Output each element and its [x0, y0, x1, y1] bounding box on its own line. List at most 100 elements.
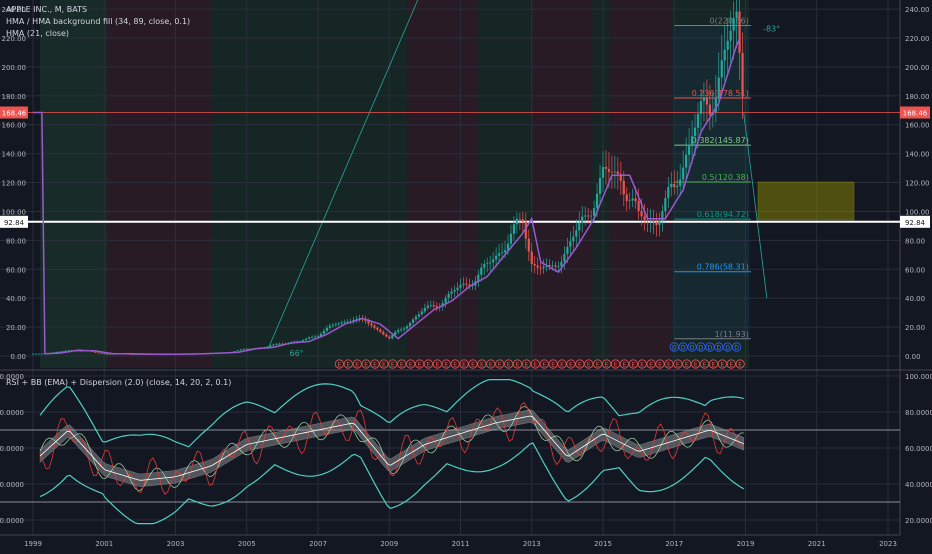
price-tick-label-left: 160.00 [2, 122, 27, 130]
candle-body [652, 220, 655, 223]
time-tick-label: 2001 [95, 540, 113, 548]
earnings-marker-label: E [418, 362, 422, 369]
price-tick-label-left: 220.00 [2, 35, 27, 43]
symbol-legend[interactable]: APPLE INC., M, BATS [6, 5, 88, 14]
candle-body [408, 322, 412, 327]
candle-body [233, 351, 236, 352]
candle-body [103, 353, 106, 355]
hma-line [33, 38, 741, 356]
earnings-marker-label: E [507, 362, 511, 369]
bb-lower-line [39, 442, 744, 525]
candle-body [527, 238, 530, 252]
earnings-marker-label: E [658, 362, 662, 369]
background-band [670, 0, 750, 368]
candle-body [337, 323, 340, 325]
earnings-marker [459, 359, 469, 369]
candle-body [426, 305, 429, 308]
earnings-marker [370, 359, 380, 369]
hline-price-tag [900, 215, 930, 228]
bb-basis-line [39, 415, 744, 481]
last-price-tag [900, 106, 930, 119]
earnings-marker [352, 359, 362, 369]
candle-body [729, 30, 732, 41]
candle-body [480, 267, 483, 275]
earnings-marker [343, 359, 353, 369]
candle-body [521, 219, 524, 222]
candle-body [679, 179, 682, 186]
candle-body [67, 350, 70, 352]
candle-body [732, 17, 735, 31]
earnings-marker-label: E [605, 362, 609, 369]
drawings-layer: 66° 0(228.66) 0.236(178.51) 0.382(145.87) 0.… [0, 0, 900, 358]
earnings-marker [379, 359, 389, 369]
candle-body [397, 330, 400, 333]
earnings-marker [334, 359, 344, 369]
candle-body [584, 215, 587, 217]
earnings-marker [628, 359, 638, 369]
candle-body [738, 11, 741, 53]
earnings-marker-label: E [337, 362, 341, 369]
earnings-marker-label: E [551, 362, 555, 369]
time-tick-label: 2019 [737, 540, 755, 548]
earnings-marker [397, 359, 407, 369]
earnings-marker [557, 359, 567, 369]
candle-body [587, 215, 590, 217]
candle-body [40, 353, 44, 355]
earnings-marker-label: E [533, 362, 537, 369]
earnings-marker [610, 359, 621, 369]
candle-body [503, 250, 507, 253]
candle-body [581, 216, 584, 223]
candle-body [557, 266, 560, 268]
candle-body [97, 352, 100, 354]
price-tick-label-left: 180.00 [2, 93, 27, 101]
earnings-marker [735, 359, 745, 369]
candle-body [459, 284, 462, 288]
candle-body [646, 220, 649, 221]
candle-body [328, 325, 331, 328]
candle-body [293, 341, 296, 343]
candle-body [432, 305, 435, 307]
candle-body [346, 321, 349, 323]
candle-body [524, 221, 527, 239]
earnings-marker [691, 359, 701, 369]
dividend-marker-label: D [708, 345, 713, 352]
earnings-marker-label: E [578, 362, 582, 369]
osc-tick-label-left: 100.0000 [0, 373, 24, 381]
time-tick-label: 2003 [167, 540, 185, 548]
candle-body [604, 166, 608, 169]
candle-body [699, 101, 703, 114]
candle-body [266, 346, 269, 348]
candle-body [655, 222, 658, 225]
earnings-marker [664, 359, 674, 369]
earnings-marker [726, 359, 736, 369]
time-tick-label: 2013 [523, 540, 541, 548]
price-tick-label-left: 80.00 [6, 237, 26, 245]
price-tick-label-left: 140.00 [2, 151, 27, 159]
candle-body [705, 97, 709, 105]
price-tick-label-left: 100.00 [2, 208, 27, 216]
hma-legend[interactable]: HMA (21, close) [6, 29, 70, 38]
candle-body [447, 293, 450, 298]
fib-level-label: 0.5(120.38) [702, 173, 749, 182]
earnings-marker [717, 359, 727, 369]
candle-body [402, 328, 406, 330]
earnings-marker [512, 359, 523, 369]
earnings-marker [477, 359, 487, 369]
candle-body [334, 324, 337, 325]
candle-body [64, 350, 67, 352]
rsi-legend[interactable]: RSI + BB (EMA) + Dispersion (2.0) (close… [6, 378, 232, 387]
last-price-tag-left [0, 106, 28, 119]
grid-lines [0, 0, 932, 536]
candle-body [598, 177, 602, 194]
osc-tick-label-right: 20.0000 [905, 517, 932, 525]
earnings-marker [584, 359, 594, 369]
candle-body [640, 211, 643, 217]
candle-body [687, 145, 691, 155]
candle-body [601, 166, 605, 178]
dividend-marker [714, 342, 724, 352]
fib-level-label: 1(11.93) [715, 330, 749, 339]
time-tick-label: 2011 [452, 540, 470, 548]
candle-body [489, 262, 492, 264]
hma-fill-legend[interactable]: HMA / HMA background fill (34, 89, close… [6, 17, 191, 26]
